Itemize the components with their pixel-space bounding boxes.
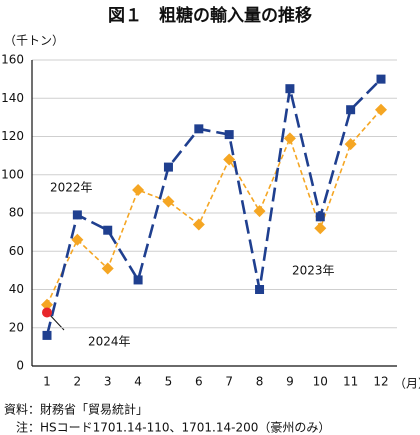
x-tick-label: 12: [373, 375, 388, 389]
x-unit: （月）: [394, 377, 420, 391]
series-label: 2024年: [88, 335, 131, 349]
y-tick-label: 0: [16, 359, 24, 373]
x-tick-label: 4: [134, 375, 142, 389]
y-unit: （千トン）: [4, 34, 64, 48]
point: [344, 138, 357, 151]
x-tick-label: 6: [195, 375, 203, 389]
series-label: 2022年: [50, 181, 93, 195]
point: [133, 275, 143, 285]
point: [42, 330, 52, 340]
point: [42, 307, 52, 318]
point: [283, 132, 296, 145]
point: [41, 298, 53, 311]
point: [224, 130, 234, 140]
y-tick-label: 80: [9, 206, 24, 220]
y-tick-label: 160: [1, 53, 24, 67]
point: [346, 105, 356, 115]
chart-title: 図１ 粗糖の輸入量の推移: [108, 5, 312, 26]
point: [72, 210, 82, 220]
series-label: 2023年: [292, 264, 335, 278]
x-tick-label: 3: [104, 375, 112, 389]
y-tick-label: 100: [1, 167, 24, 181]
point: [101, 262, 114, 275]
point: [192, 218, 205, 231]
y-tick-label: 140: [1, 91, 24, 105]
x-tick-label: 9: [286, 375, 294, 389]
label-bg: [290, 263, 336, 279]
label-bg: [48, 180, 94, 196]
point: [223, 153, 236, 166]
point: [285, 84, 295, 94]
label-bg: [86, 334, 132, 350]
x-tick-label: 7: [225, 375, 233, 389]
point: [315, 212, 325, 222]
series-line: [45, 78, 382, 336]
x-tick-label: 1: [43, 375, 51, 389]
point: [103, 225, 113, 235]
source-note: 資料：財務省「貿易統計」: [4, 402, 148, 417]
x-tick-label: 2: [74, 375, 82, 389]
y-tick-label: 20: [9, 320, 24, 334]
point: [253, 205, 266, 218]
x-tick-label: 11: [343, 375, 358, 389]
point: [255, 285, 265, 294]
y-tick-label: 60: [9, 244, 24, 258]
x-tick-label: 8: [256, 375, 264, 389]
point: [71, 233, 84, 246]
point: [163, 162, 173, 172]
x-tick-label: 5: [165, 375, 173, 389]
point: [162, 195, 175, 208]
x-tick-label: 10: [313, 375, 328, 389]
y-tick-label: 40: [9, 282, 24, 296]
point: [376, 74, 386, 84]
point: [314, 222, 327, 235]
point: [194, 124, 204, 134]
point: [132, 184, 145, 197]
series-line: [46, 109, 382, 306]
footnote: 注：HSコード1701.14-110、1701.14-200（豪州のみ）: [4, 420, 330, 435]
y-tick-label: 120: [1, 129, 24, 143]
point: [375, 103, 387, 116]
